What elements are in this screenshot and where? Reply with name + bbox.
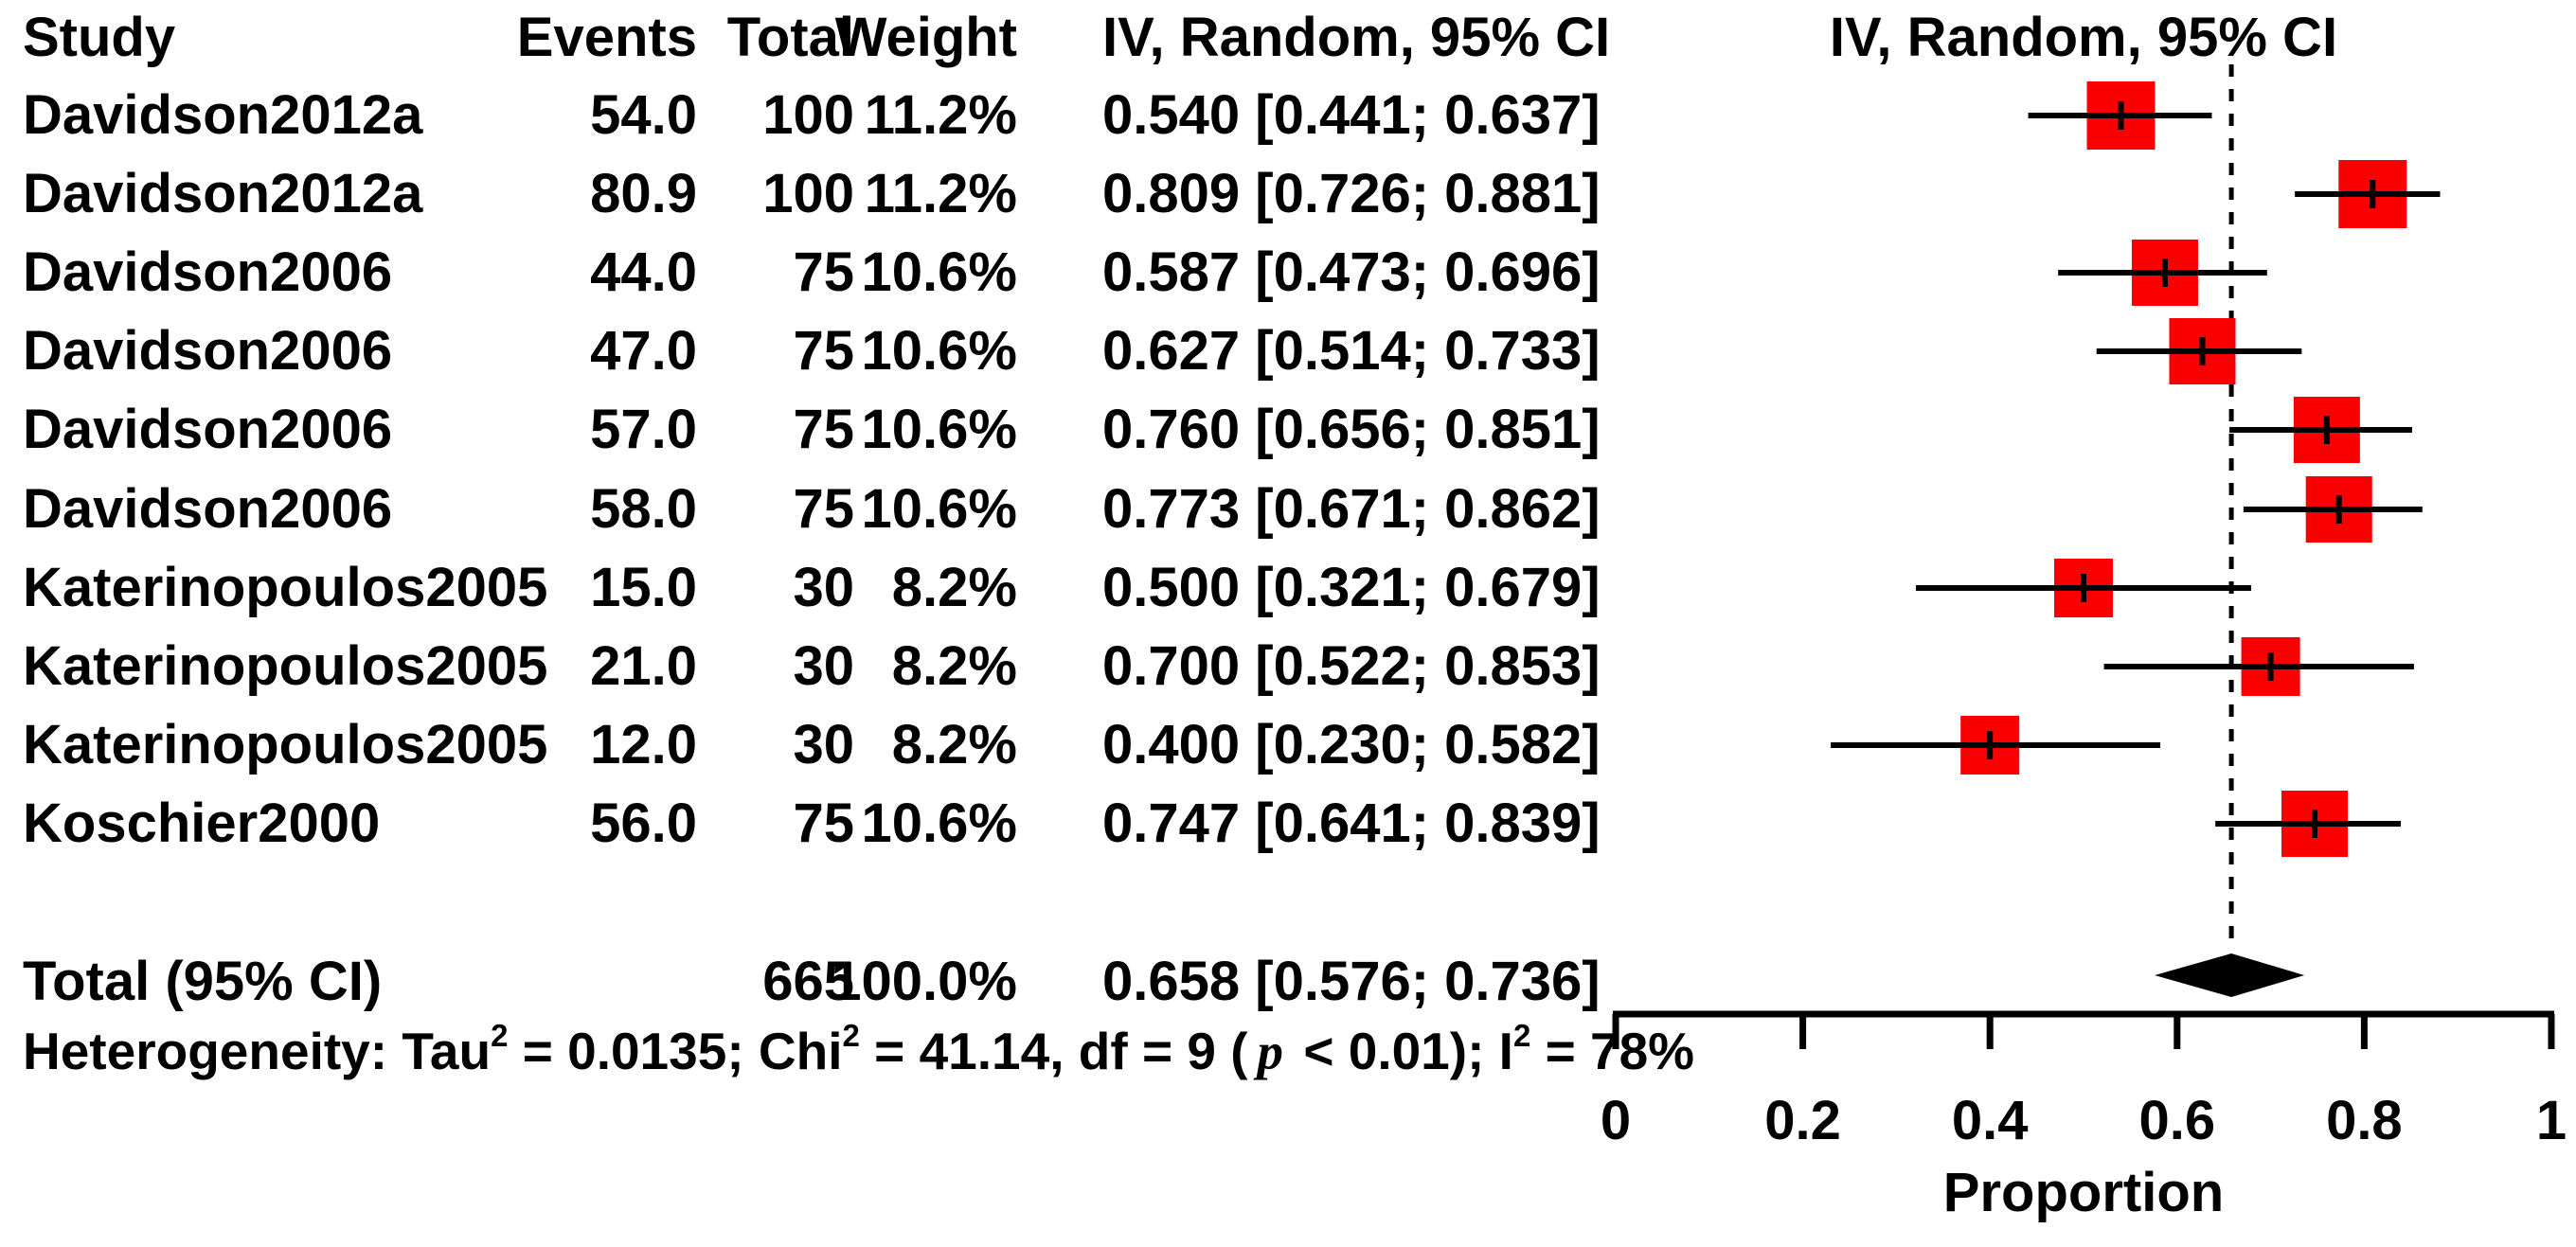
- axis-tick-label: 0.4: [1951, 1090, 2029, 1151]
- study-name: Katerinopoulos2005: [23, 635, 548, 697]
- events-value: 57.0: [590, 399, 697, 460]
- events-value: 44.0: [590, 241, 697, 303]
- italic-p: p: [1257, 1023, 1284, 1080]
- study-name: Davidson2012a: [23, 163, 423, 224]
- events-value: 15.0: [590, 557, 697, 618]
- heterogeneity-segment: = 0.0135; Chi: [508, 1022, 843, 1080]
- heterogeneity-segment: < 0.01); I: [1289, 1022, 1513, 1080]
- total-value: 30: [793, 635, 854, 697]
- ci-value: 0.760 [0.656; 0.851]: [1102, 399, 1601, 460]
- axis-tick-label: 1: [2535, 1090, 2567, 1151]
- plot-header: IV, Random, 95% CI: [1829, 7, 2338, 68]
- weight-value: 10.6%: [861, 793, 1017, 854]
- ci-value: 0.747 [0.641; 0.839]: [1102, 793, 1601, 854]
- weight-value: 10.6%: [861, 320, 1017, 382]
- ci-value: 0.809 [0.726; 0.881]: [1102, 163, 1601, 224]
- study-name: Katerinopoulos2005: [23, 557, 548, 618]
- ci-value: 0.500 [0.321; 0.679]: [1102, 557, 1601, 618]
- superscript: 2: [1512, 1017, 1531, 1053]
- weight-value: 10.6%: [861, 399, 1017, 460]
- heterogeneity-segment: = 78%: [1530, 1022, 1695, 1080]
- col-header-weight: Weight: [834, 7, 1017, 68]
- weight-value: 10.6%: [861, 478, 1017, 540]
- total-value: 100: [762, 84, 854, 146]
- study-name: Katerinopoulos2005: [23, 714, 548, 775]
- total-value: 75: [793, 399, 854, 460]
- col-header-study: Study: [23, 7, 176, 68]
- study-name: Koschier2000: [23, 793, 381, 854]
- study-name: Davidson2006: [23, 478, 393, 540]
- weight-value: 8.2%: [891, 714, 1017, 775]
- ci-value: 0.627 [0.514; 0.733]: [1102, 320, 1601, 382]
- total-value: 75: [793, 320, 854, 382]
- axis-tick-label: 0.8: [2326, 1090, 2403, 1151]
- ci-value: 0.700 [0.522; 0.853]: [1102, 635, 1601, 697]
- pooled-diamond: [2155, 953, 2305, 997]
- weight-value: 11.2%: [864, 163, 1017, 224]
- col-header-events: Events: [516, 7, 697, 68]
- ci-value: 0.773 [0.671; 0.862]: [1102, 478, 1601, 540]
- total-value: 100: [762, 163, 854, 224]
- col-header-total: Total: [726, 7, 854, 68]
- weight-value: 11.2%: [864, 84, 1017, 146]
- superscript: 2: [491, 1017, 509, 1053]
- study-name: Davidson2006: [23, 399, 393, 460]
- events-value: 58.0: [590, 478, 697, 540]
- total-ci-value: 0.658 [0.576; 0.736]: [1102, 951, 1601, 1012]
- total-value: 30: [793, 557, 854, 618]
- total-value: 75: [793, 793, 854, 854]
- axis-tick-label: 0: [1600, 1090, 1632, 1151]
- study-name: Davidson2012a: [23, 84, 423, 146]
- total-value: 30: [793, 714, 854, 775]
- ci-value: 0.400 [0.230; 0.582]: [1102, 714, 1601, 775]
- total-value: 75: [793, 478, 854, 540]
- events-value: 12.0: [590, 714, 697, 775]
- superscript: 2: [842, 1017, 860, 1053]
- axis-tick-label: 0.2: [1764, 1090, 1841, 1151]
- axis-title: Proportion: [1942, 1162, 2225, 1223]
- events-value: 56.0: [590, 793, 697, 854]
- axis-tick-label: 0.6: [2138, 1090, 2216, 1151]
- study-name: Davidson2006: [23, 320, 393, 382]
- weight-value: 8.2%: [891, 557, 1017, 618]
- weight-value: 8.2%: [891, 635, 1017, 697]
- heterogeneity-text: Heterogeneity: Tau2 = 0.0135; Chi2 = 41.…: [23, 1017, 1695, 1100]
- total-value: 75: [793, 241, 854, 303]
- events-value: 54.0: [590, 84, 697, 146]
- events-value: 47.0: [590, 320, 697, 382]
- ci-value: 0.540 [0.441; 0.637]: [1102, 84, 1601, 146]
- col-header-ci: IV, Random, 95% CI: [1102, 7, 1611, 68]
- ci-value: 0.587 [0.473; 0.696]: [1102, 241, 1601, 303]
- events-value: 21.0: [590, 635, 697, 697]
- study-name: Davidson2006: [23, 241, 393, 303]
- total-weight-value: 100.0%: [831, 951, 1017, 1012]
- heterogeneity-segment: Heterogeneity: Tau: [23, 1022, 492, 1080]
- total-total-value: 665: [762, 951, 854, 1012]
- weight-value: 10.6%: [861, 241, 1017, 303]
- heterogeneity-segment: = 41.14, df = 9 (: [859, 1022, 1248, 1080]
- events-value: 80.9: [590, 163, 697, 224]
- total-label: Total (95% CI): [23, 951, 383, 1012]
